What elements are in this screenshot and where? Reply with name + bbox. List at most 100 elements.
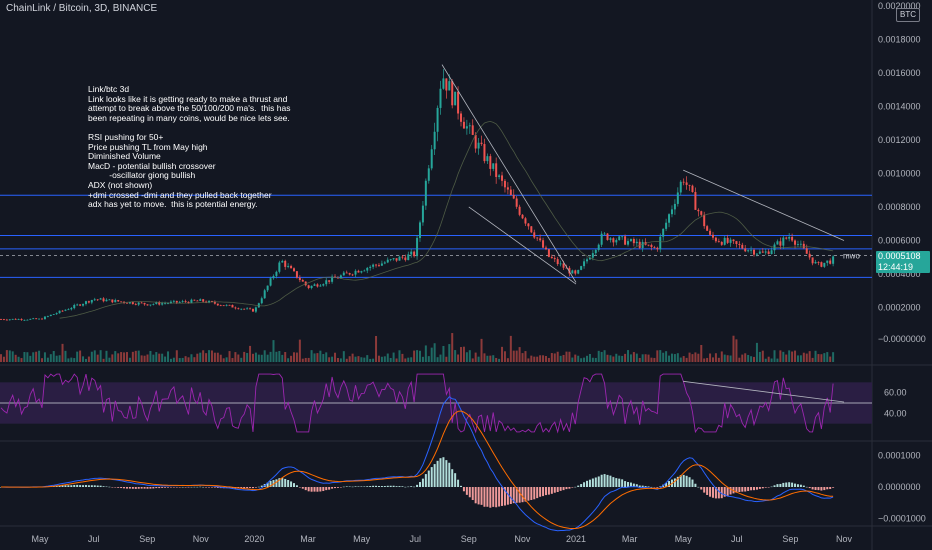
candle-body [46, 316, 49, 317]
macd-histogram-bar [673, 478, 676, 487]
volume-bar [659, 350, 662, 362]
macd-histogram-bar [451, 469, 454, 487]
candle-body [251, 308, 254, 312]
candle-body [146, 304, 149, 306]
macd-histogram-bar [796, 484, 799, 487]
volume-bar [521, 353, 524, 362]
note-line: ADX (not shown) [88, 179, 153, 190]
candle-body [723, 237, 726, 245]
candle-body [93, 299, 96, 301]
candle-body [691, 185, 694, 193]
macd-histogram-bar [764, 487, 767, 488]
macd-histogram-bar [418, 482, 421, 487]
candle-body [436, 107, 439, 132]
candle-body [257, 303, 260, 308]
volume-bar [301, 358, 304, 362]
candle-body [43, 316, 46, 320]
volume-bar [137, 350, 140, 362]
volume-bar [263, 350, 266, 362]
candle-body [319, 285, 322, 287]
candle-body [164, 303, 167, 304]
candle-body [120, 301, 123, 303]
macd-histogram-bar [439, 458, 442, 487]
volume-bar [805, 353, 808, 362]
macd-histogram-bar [202, 486, 205, 488]
volume-bar [413, 350, 416, 362]
candle-body [70, 308, 73, 310]
candle-body [99, 298, 102, 300]
volume-bar [433, 343, 436, 362]
volume-bar [506, 358, 509, 362]
note-line: RSI pushing for 50+ [88, 131, 164, 142]
macd-histogram-bar [404, 486, 407, 488]
candle-body [328, 280, 331, 282]
macd-histogram-bar [668, 481, 671, 487]
macd-histogram-bar [791, 482, 794, 487]
candle-body [263, 290, 266, 299]
candle-body [788, 236, 791, 239]
macd-histogram-bar [357, 486, 360, 487]
macd-histogram-bar [583, 482, 586, 487]
candle-body [832, 256, 835, 264]
macd-histogram-bar [627, 482, 630, 487]
volume-bar [530, 355, 533, 362]
candle-body [193, 299, 196, 301]
candle-body [293, 268, 295, 272]
candle-body [799, 243, 802, 245]
macd-histogram-bar [208, 487, 211, 488]
candle-body [580, 266, 583, 270]
macd-histogram-bar [755, 487, 758, 490]
macd-histogram-bar [802, 485, 805, 487]
volume-bar [515, 350, 518, 362]
volume-bar [832, 352, 835, 362]
candle-body [609, 238, 612, 240]
volume-bar [767, 356, 770, 362]
volume-bar [700, 344, 703, 362]
candle-body [134, 304, 137, 305]
note-line: -oscillator giong bullish [88, 170, 196, 181]
macd-histogram-bar [723, 487, 726, 497]
candle-body [219, 305, 222, 307]
volume-bar [90, 351, 93, 362]
volume-bar [726, 355, 729, 362]
volume-bar [237, 354, 240, 362]
candle-body [588, 257, 591, 260]
volume-bar [621, 355, 624, 362]
macd-histogram-bar [178, 487, 181, 488]
macd-histogram-bar [612, 477, 615, 487]
volume-bar [26, 352, 29, 362]
volume-bar [389, 357, 392, 362]
macd-histogram-bar [161, 487, 164, 488]
volume-bar [272, 340, 275, 362]
volume-bar [234, 352, 237, 362]
volume-bar [398, 350, 401, 362]
candle-body [703, 214, 706, 227]
currency-badge[interactable]: BTC [896, 8, 920, 22]
macd-histogram-bar [128, 487, 131, 489]
candle-body [515, 198, 518, 207]
price-tick-label: 0.0010000 [878, 168, 921, 178]
volume-bar [542, 355, 545, 362]
volume-bar [79, 350, 82, 362]
volume-bar [421, 356, 424, 362]
macd-histogram-bar [269, 480, 272, 487]
volume-bar [416, 350, 419, 362]
macd-histogram-bar [761, 487, 764, 489]
macd-histogram-bar [76, 484, 79, 487]
macd-histogram-bar [377, 486, 380, 487]
macd-histogram-bar [515, 487, 518, 503]
candle-body [278, 262, 281, 272]
volume-bar [597, 350, 600, 362]
candle-body [761, 251, 764, 253]
macd-histogram-bar [293, 483, 295, 487]
candle-body [392, 258, 395, 260]
macd-histogram-bar [829, 487, 832, 489]
candle-body [477, 142, 480, 149]
moving-average-line [59, 120, 834, 319]
macd-histogram-bar [480, 487, 483, 505]
macd-histogram-bar [808, 487, 811, 489]
macd-histogram-bar [498, 487, 501, 507]
volume-bar [14, 354, 17, 362]
macd-histogram-bar [811, 487, 814, 490]
